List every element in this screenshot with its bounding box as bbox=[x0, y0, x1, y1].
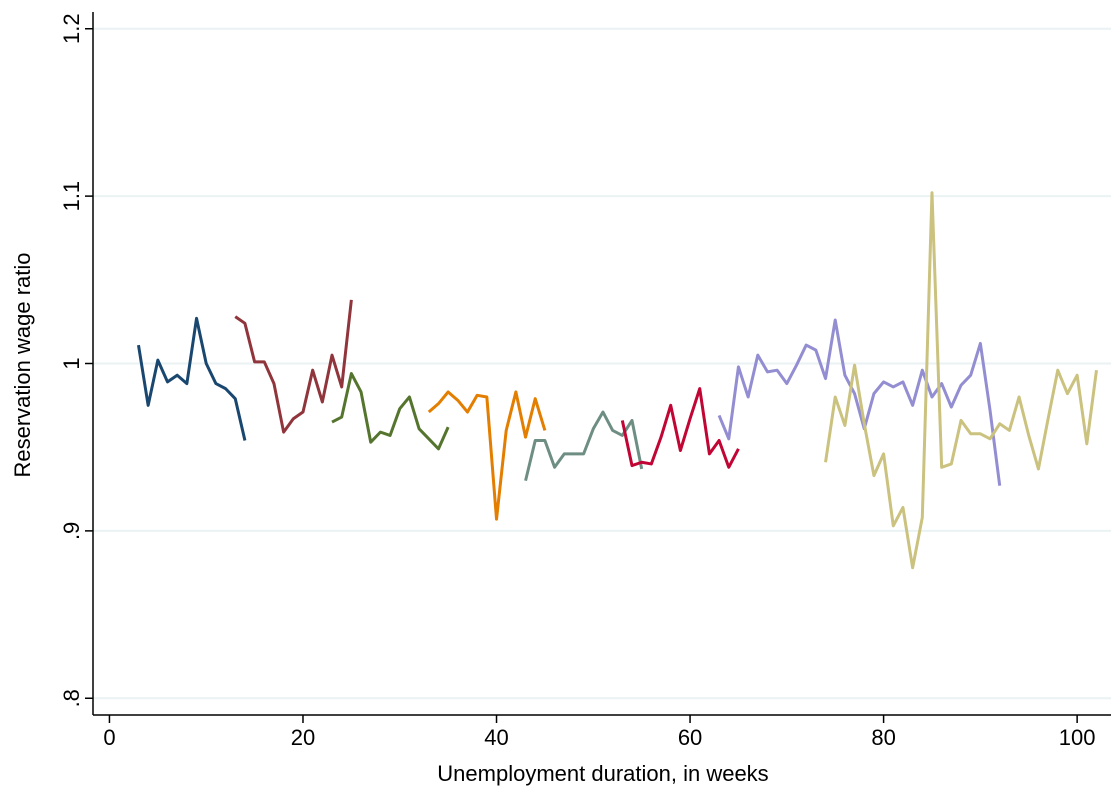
y-axis-label: Reservation wage ratio bbox=[10, 252, 35, 477]
y-tick-label: 1.1 bbox=[59, 181, 84, 212]
x-tick-label: 0 bbox=[103, 725, 115, 750]
x-tick-label: 20 bbox=[291, 725, 315, 750]
data-line bbox=[136, 316, 247, 441]
data-line bbox=[427, 390, 547, 521]
y-tick-label: .8 bbox=[59, 689, 84, 707]
y-tick-label: 1.2 bbox=[59, 13, 84, 44]
data-line bbox=[331, 372, 450, 451]
x-tick-label: 40 bbox=[484, 725, 508, 750]
data-line bbox=[717, 318, 1002, 486]
x-tick-label: 60 bbox=[678, 725, 702, 750]
x-axis-label: Unemployment duration, in weeks bbox=[437, 761, 768, 786]
x-tick-label: 80 bbox=[871, 725, 895, 750]
y-tick-label: .9 bbox=[59, 522, 84, 540]
data-line bbox=[824, 191, 1098, 570]
data-line bbox=[620, 387, 740, 469]
data-line bbox=[234, 299, 353, 434]
x-tick-label: 100 bbox=[1059, 725, 1096, 750]
data-line bbox=[524, 410, 644, 482]
y-tick-label: 1 bbox=[59, 357, 84, 369]
